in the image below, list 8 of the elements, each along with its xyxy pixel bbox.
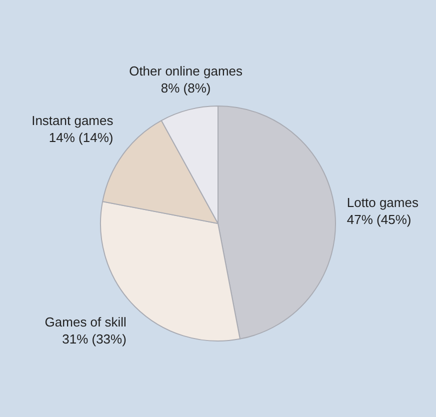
data-label: 31% (33%) (62, 332, 126, 347)
data-label: 8% (8%) (160, 80, 211, 96)
slice-label: Other online games (129, 64, 244, 79)
slice-label: Games of skill (44, 314, 127, 330)
slice-label: Lotto games (346, 194, 419, 210)
slice-label: Instant games (32, 112, 114, 128)
data-label: 47% (45%) (346, 212, 412, 227)
data-label: 14% (14%) (48, 130, 114, 145)
